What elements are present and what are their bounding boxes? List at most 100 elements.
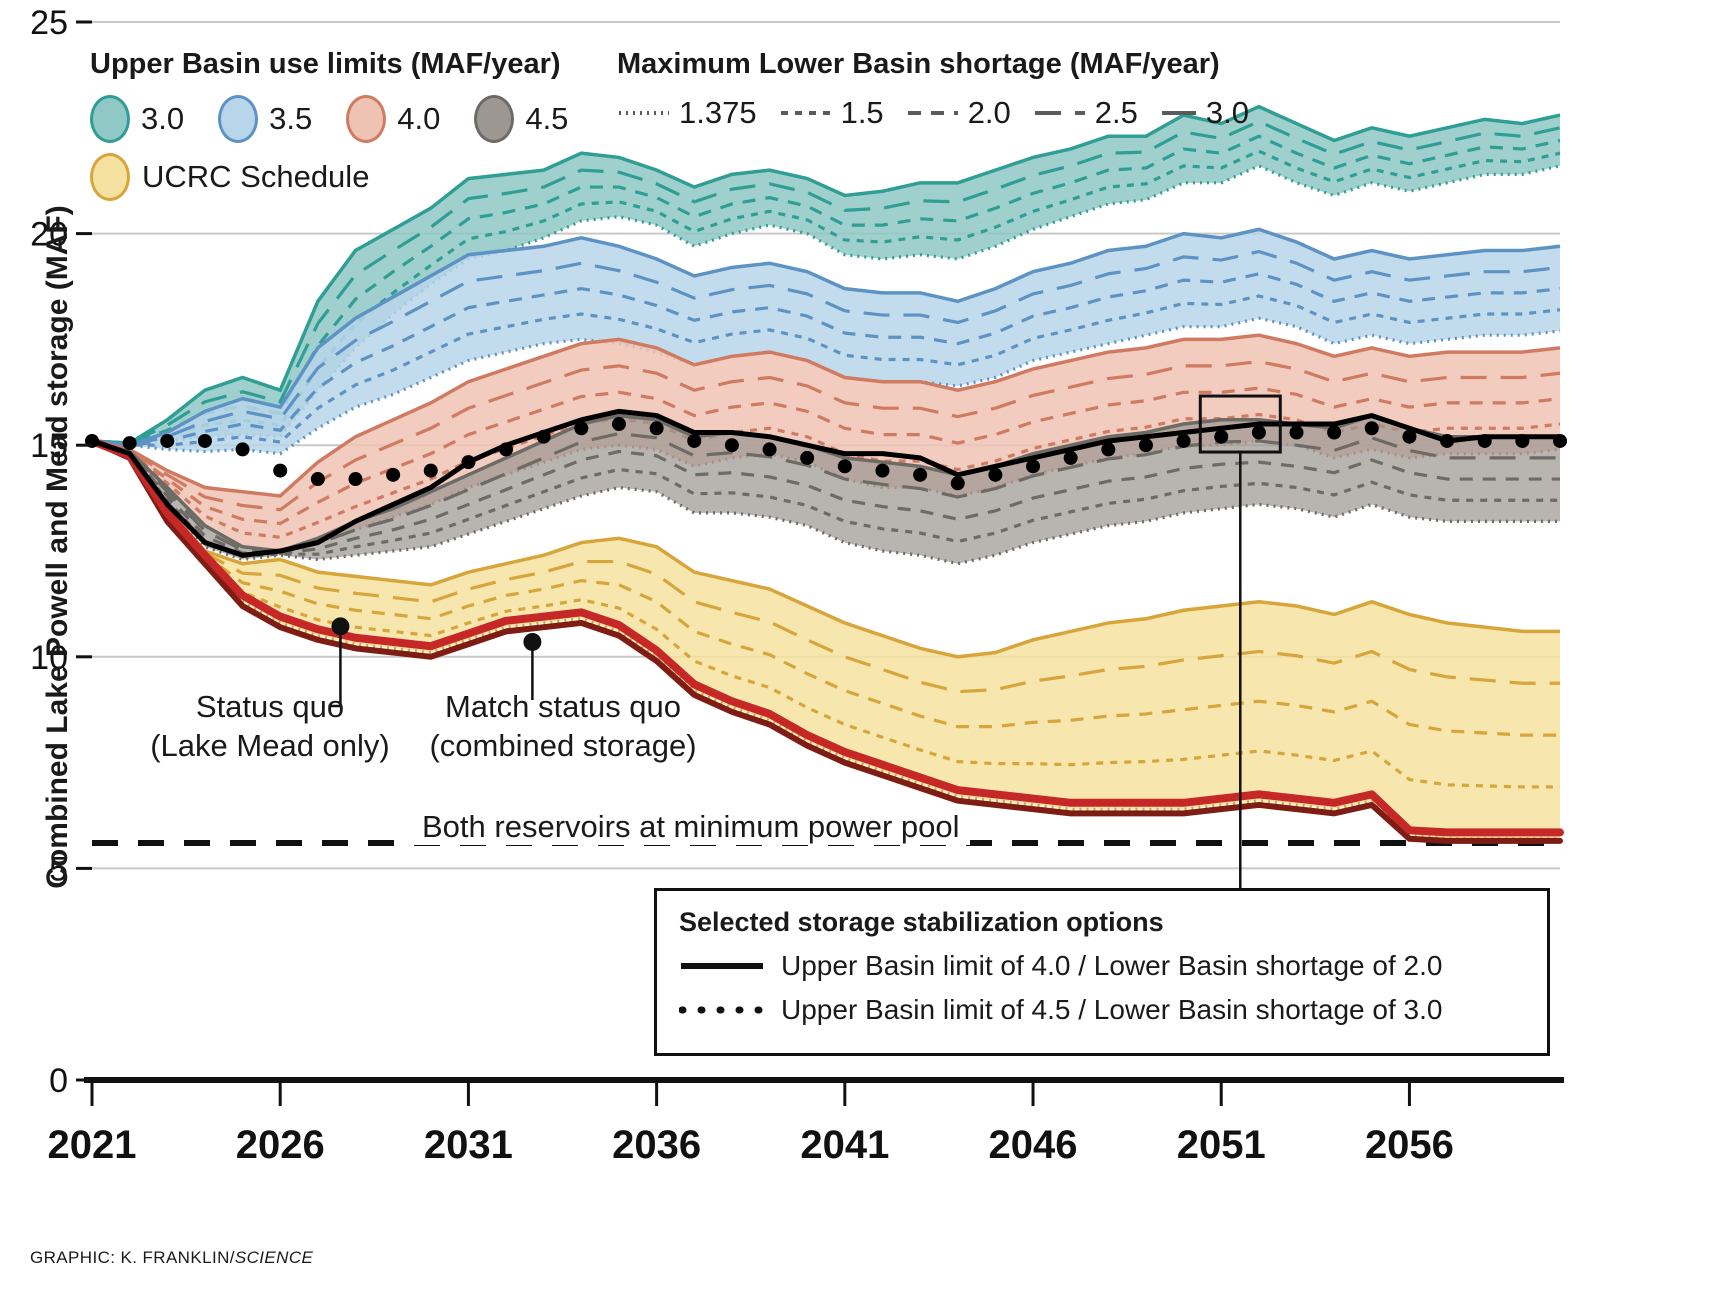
legend-swatch-item[interactable]: 4.0 [346, 95, 440, 143]
annotation-status-quo: Status quo (Lake Mead only) [150, 688, 390, 766]
dotted-reference-point [160, 433, 175, 448]
legend-dash-sample [780, 111, 831, 115]
x-tick-label: 2046 [989, 1123, 1078, 1167]
legend-dash-sample [907, 111, 958, 115]
dotted-reference-point [1138, 438, 1153, 453]
legend-dash-item[interactable]: 2.5 [1033, 95, 1138, 131]
band-shortage-line [91, 439, 1560, 566]
y-tick-label: 10 [30, 639, 68, 677]
band-shortage-line [91, 164, 1561, 445]
legend-swatch-item[interactable]: 3.5 [218, 95, 312, 143]
dotted-reference-point [574, 421, 589, 436]
legend-item-label: 2.5 [1094, 95, 1138, 130]
legend-upper-basin-title: Upper Basin use limits (MAF/year) [90, 48, 561, 80]
legend-dash-sample [1034, 111, 1085, 115]
dotted-reference-point [1515, 433, 1530, 448]
dotted-reference-point [1477, 433, 1492, 448]
legend-dash-item[interactable]: 1.375 [617, 95, 757, 131]
dotted-reference-point [1289, 425, 1304, 440]
legend-swatch-item-ucrc[interactable]: UCRC Schedule [90, 153, 602, 201]
dotted-reference-point [1402, 429, 1417, 444]
legend-dash-item[interactable]: 2.0 [906, 95, 1011, 131]
dotted-reference-point [611, 417, 626, 432]
dotted-reference-point [1026, 459, 1041, 474]
annotation-status-quo-line1: Status quo [195, 689, 345, 724]
band-shortage-line [91, 149, 1561, 445]
options-box-title: Selected storage stabilization options [679, 907, 1164, 937]
dotted-reference-point [1251, 425, 1266, 440]
dotted-reference-point [1364, 421, 1379, 436]
band-shortage-line [91, 439, 1560, 694]
dotted-reference-point [1101, 442, 1116, 457]
credit-source: SCIENCE [234, 1248, 314, 1267]
band-shortage-line [91, 249, 1561, 447]
legend-swatch-item[interactable]: 4.5 [474, 95, 568, 143]
dotted-reference-point [122, 436, 137, 451]
band-shortage-line [91, 439, 1560, 737]
legend-upper-basin: Upper Basin use limits (MAF/year) 3.0 3.… [90, 48, 602, 201]
dotted-reference-point [386, 467, 401, 482]
options-box-item[interactable]: Upper Basin limit of 4.0 / Lower Basin s… [679, 950, 1527, 982]
legend-swatch-item[interactable]: 3.0 [90, 95, 184, 143]
annotation-status-quo-line2: (Lake Mead only) [150, 727, 390, 763]
legend-dash-item[interactable]: 3.0 [1160, 95, 1249, 131]
dotted-reference-point [499, 442, 514, 457]
y-tick-label: 25 [30, 4, 68, 42]
dotted-reference-point [800, 450, 815, 465]
x-tick-label: 2026 [236, 1123, 325, 1167]
solid-line-sample [681, 963, 763, 969]
reference-line [89, 437, 1563, 844]
annotation-match-status-quo: Match status quo (combined storage) [418, 688, 708, 766]
dotted-reference-point [423, 463, 438, 478]
legend-item-label: UCRC Schedule [142, 159, 370, 194]
band-shortage-line [91, 386, 1561, 526]
legend-item-label: 3.5 [269, 101, 313, 136]
band-shortage-line [91, 439, 1560, 558]
legend-item-label: 1.5 [840, 95, 884, 130]
dotted-reference-point [724, 438, 739, 453]
options-box-item[interactable]: Upper Basin limit of 4.5 / Lower Basin s… [679, 994, 1527, 1026]
legend-item-label: 3.0 [141, 101, 185, 136]
legend-color-swatch [90, 153, 130, 201]
legend-item-label: 2.0 [967, 95, 1011, 130]
reference-line [89, 408, 1563, 558]
x-tick-label: 2051 [1177, 1123, 1266, 1167]
dotted-reference-point [837, 459, 852, 474]
legend-color-swatch [90, 95, 130, 143]
band-shortage-line [91, 272, 1561, 447]
annotation-match-status-quo-line1: Match status quo [444, 689, 682, 724]
band-shortage-line [91, 104, 1561, 445]
dotted-reference-point [461, 455, 476, 470]
dotted-line-sample [679, 1006, 765, 1014]
dotted-reference-point [197, 433, 212, 448]
band-shortage-line [91, 360, 1561, 512]
power-pool-label: Both reservoirs at minimum power pool [412, 809, 970, 845]
dotted-reference-point [913, 467, 928, 482]
band-area [92, 415, 1560, 564]
band-area [92, 106, 1560, 444]
dotted-reference-point [988, 467, 1003, 482]
credit-prefix: GRAPHIC: K. FRANKLIN/ [30, 1248, 235, 1267]
legend-dash-item[interactable]: 1.5 [779, 95, 884, 131]
annotation-leader [328, 626, 342, 708]
y-tick-label: 5 [49, 850, 68, 888]
band-shortage-line [91, 294, 1561, 447]
legend-dash-sample [619, 111, 669, 115]
x-tick-label: 2056 [1365, 1123, 1454, 1167]
band-shortage-line [91, 134, 1561, 445]
band-shortage-line [91, 431, 1560, 554]
band-shortage-line [91, 119, 1561, 445]
dotted-reference-point [1440, 433, 1455, 448]
dotted-reference-point [1214, 429, 1229, 444]
legend-item-label: 4.0 [397, 101, 441, 136]
annotation-match-status-quo-line2: (combined storage) [429, 727, 697, 763]
band-area [92, 440, 1560, 839]
band-shortage-line [91, 439, 1560, 555]
legend-color-swatch [346, 95, 387, 143]
dotted-reference-point [1176, 433, 1191, 448]
legend-item-label: 1.375 [679, 95, 757, 130]
band-shortage-line [91, 439, 1560, 659]
options-box-item-label: Upper Basin limit of 4.5 / Lower Basin s… [781, 994, 1443, 1025]
credit: GRAPHIC: K. FRANKLIN/SCIENCE [30, 1248, 313, 1268]
dotted-reference-point [348, 472, 363, 487]
